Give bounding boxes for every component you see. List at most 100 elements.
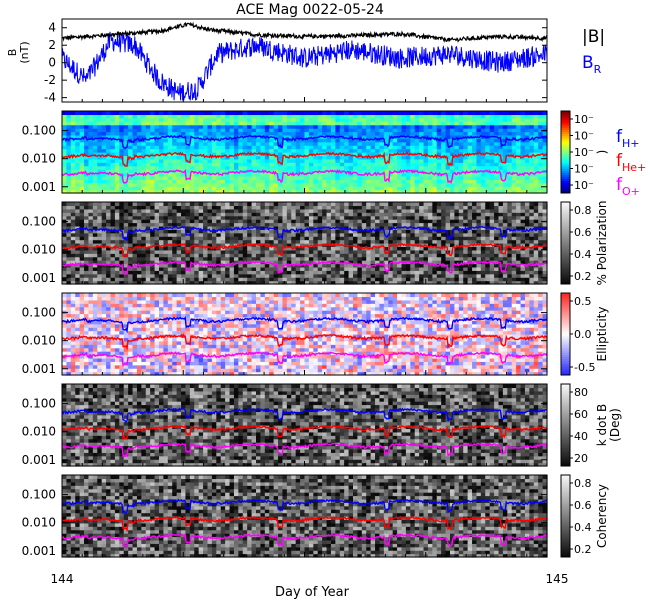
heatmap-cell xyxy=(251,114,257,119)
colorbar-swatch xyxy=(561,113,570,116)
heatmap-cell xyxy=(278,273,284,278)
heatmap-cell xyxy=(432,152,438,157)
heatmap-cell xyxy=(260,162,266,167)
heatmap-cell xyxy=(220,162,226,167)
heatmap-cell xyxy=(110,175,116,180)
heatmap-cell xyxy=(66,212,72,217)
heatmap-cell xyxy=(432,134,438,139)
heatmap-cell xyxy=(216,152,222,157)
heatmap-cell xyxy=(344,236,350,241)
heatmap-cell xyxy=(335,124,341,129)
heatmap-cell xyxy=(198,158,204,163)
heatmap-cell xyxy=(529,134,535,139)
heatmap-cell xyxy=(238,246,244,251)
heatmap-cell xyxy=(185,205,191,210)
heatmap-cell xyxy=(136,219,142,224)
heatmap-cell xyxy=(427,141,433,146)
heatmap-cell xyxy=(150,270,156,275)
heatmap-cell xyxy=(295,152,301,157)
heatmap-cell xyxy=(167,215,173,220)
heatmap-cell xyxy=(167,270,173,275)
heatmap-cell xyxy=(269,243,275,248)
heatmap-cell xyxy=(308,172,314,177)
heatmap-cell xyxy=(463,169,469,174)
heatmap-cell xyxy=(476,186,482,191)
heatmap-cell xyxy=(242,215,248,220)
heatmap-cell xyxy=(379,239,385,244)
heatmap-cell xyxy=(106,141,112,146)
heatmap-cell xyxy=(269,260,275,265)
heatmap-cell xyxy=(291,117,297,122)
heatmap-cell xyxy=(79,208,85,213)
heatmap-cell xyxy=(335,165,341,170)
heatmap-cell xyxy=(88,158,94,163)
heatmap-cell xyxy=(454,128,460,133)
heatmap-cell xyxy=(207,212,213,217)
heatmap-cell xyxy=(264,117,270,122)
heatmap-cell xyxy=(110,162,116,167)
heatmap-cell xyxy=(379,243,385,248)
heatmap-cell xyxy=(278,134,284,139)
heatmap-cell xyxy=(454,270,460,275)
heatmap-cell xyxy=(119,222,125,227)
heatmap-cell xyxy=(101,219,107,224)
heatmap-cell xyxy=(251,253,257,258)
heatmap-cell xyxy=(145,205,151,210)
heatmap-cell xyxy=(88,152,94,157)
heatmap-cell xyxy=(150,152,156,157)
heatmap-cell xyxy=(207,134,213,139)
heatmap-cell xyxy=(304,280,310,285)
heatmap-cell xyxy=(220,277,226,282)
heatmap-cell xyxy=(273,273,279,278)
heatmap-cell xyxy=(167,277,173,282)
heatmap-cell xyxy=(419,148,425,153)
heatmap-cell xyxy=(185,263,191,268)
heatmap-cell xyxy=(273,215,279,220)
heatmap-cell xyxy=(172,124,178,129)
heatmap-cell xyxy=(62,236,68,241)
heatmap-cell xyxy=(220,256,226,261)
heatmap-cell xyxy=(92,232,98,237)
heatmap-cell xyxy=(300,117,306,122)
heatmap-cell xyxy=(167,229,173,234)
heatmap-cell xyxy=(101,280,107,285)
heatmap-cell xyxy=(220,175,226,180)
heatmap-cell xyxy=(181,215,187,220)
heatmap-cell xyxy=(282,134,288,139)
heatmap-cell xyxy=(238,266,244,271)
heatmap-cell xyxy=(317,182,323,187)
heatmap-cell xyxy=(436,148,442,153)
heatmap-cell xyxy=(114,128,120,133)
heatmap-cell xyxy=(282,239,288,244)
heatmap-cell xyxy=(335,208,341,213)
heatmap-cell xyxy=(286,266,292,271)
heatmap-cell xyxy=(375,117,381,122)
heatmap-cell xyxy=(167,121,173,126)
heatmap-cell xyxy=(463,124,469,129)
heatmap-cell xyxy=(507,141,513,146)
heatmap-cell xyxy=(141,186,147,191)
heatmap-cell xyxy=(92,179,98,184)
heatmap-cell xyxy=(300,219,306,224)
heatmap-cell xyxy=(132,266,138,271)
heatmap-cell xyxy=(145,189,151,194)
heatmap-cell xyxy=(282,232,288,237)
heatmap-cell xyxy=(181,179,187,184)
heatmap-cell xyxy=(211,117,217,122)
heatmap-cell xyxy=(70,256,76,261)
heatmap-cell xyxy=(203,155,209,160)
heatmap-cell xyxy=(472,111,478,116)
heatmap-cell xyxy=(66,169,72,174)
heatmap-cell xyxy=(308,277,314,282)
heatmap-cell xyxy=(370,205,376,210)
heatmap-cell xyxy=(432,124,438,129)
heatmap-cell xyxy=(264,162,270,167)
heatmap-cell xyxy=(238,277,244,282)
heatmap-cell xyxy=(450,128,456,133)
heatmap-cell xyxy=(450,205,456,210)
heatmap-cell xyxy=(494,155,500,160)
heatmap-cell xyxy=(467,179,473,184)
heatmap-cell xyxy=(304,145,310,150)
heatmap-cell xyxy=(498,165,504,170)
heatmap-cell xyxy=(494,172,500,177)
